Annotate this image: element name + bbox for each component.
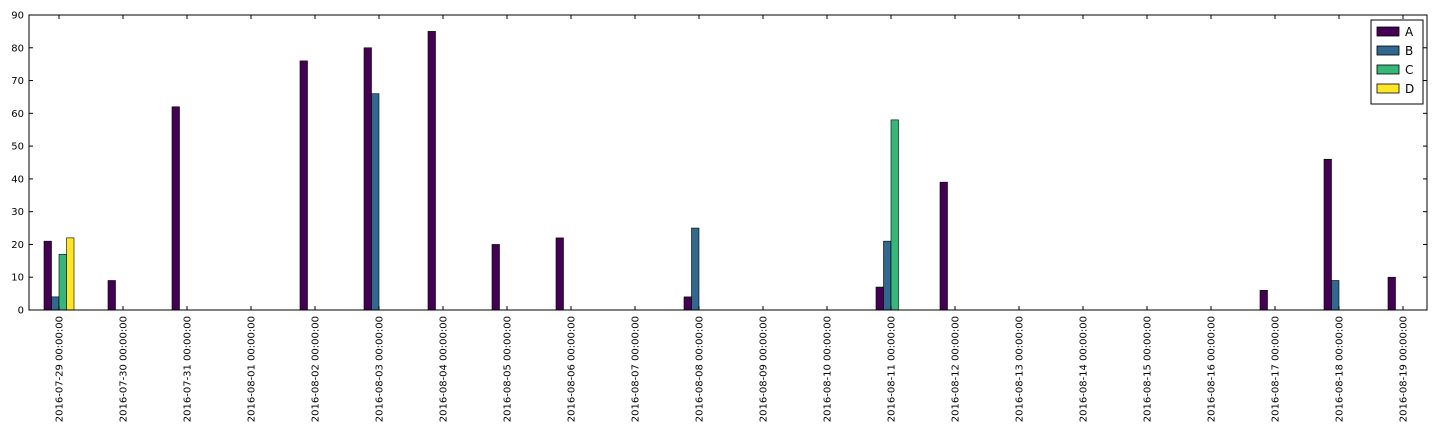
x-tick-label: 2016-08-03 00:00:00 — [375, 316, 386, 422]
plot-frame — [28, 14, 1428, 311]
legend-swatch-A — [1376, 26, 1400, 37]
bar-A-6 — [427, 31, 436, 311]
bar-C-0 — [58, 253, 67, 311]
y-tick-label: 20 — [11, 240, 24, 251]
x-tick-label: 2016-08-07 00:00:00 — [631, 316, 642, 422]
x-tick-label: 2016-07-31 00:00:00 — [183, 316, 194, 422]
bar-A-13 — [875, 286, 884, 311]
x-tick-label: 2016-08-04 00:00:00 — [439, 316, 450, 422]
bar-B-13 — [883, 240, 892, 311]
bar-A-0 — [43, 240, 52, 311]
x-tick-label: 2016-08-10 00:00:00 — [823, 316, 834, 422]
x-tick-label: 2016-07-29 00:00:00 — [55, 316, 66, 422]
x-tick-label: 2016-08-01 00:00:00 — [247, 316, 258, 422]
legend-label-B: B — [1405, 44, 1413, 58]
bar-A-8 — [555, 237, 564, 311]
x-tick-label: 2016-08-18 00:00:00 — [1335, 316, 1346, 422]
legend-swatch-D — [1376, 83, 1400, 94]
bar-C-13 — [890, 119, 899, 311]
y-tick-label: 80 — [11, 43, 24, 54]
x-tick-label: 2016-08-05 00:00:00 — [503, 316, 514, 422]
bar-A-5 — [363, 47, 372, 311]
bar-B-10 — [691, 227, 700, 311]
bar-A-2 — [171, 106, 180, 311]
ticks-layer: 0 10 20 30 40 50 60 70 80 90 2016-07-29 00:00:00 20… — [11, 11, 1427, 422]
legend-swatch-C — [1376, 64, 1400, 75]
y-tick-label: 90 — [11, 11, 24, 22]
x-tick-label: 2016-08-09 00:00:00 — [759, 316, 770, 422]
y-tick-label: 10 — [11, 273, 24, 284]
y-tick-label: 40 — [11, 174, 24, 185]
bar-D-0 — [66, 237, 75, 311]
bar-A-4 — [299, 60, 308, 311]
bar-A-10 — [683, 296, 692, 311]
legend-label-C: C — [1405, 63, 1413, 77]
legend-label-D: D — [1405, 82, 1414, 96]
x-tick-label: 2016-08-15 00:00:00 — [1143, 316, 1154, 422]
y-tick-label: 30 — [11, 207, 24, 218]
legend-label-A: A — [1405, 25, 1414, 39]
legend-swatch-B — [1376, 45, 1400, 56]
y-tick-label: 60 — [11, 109, 24, 120]
x-tick-label: 2016-08-17 00:00:00 — [1271, 316, 1282, 422]
bar-A-19 — [1259, 290, 1268, 311]
y-tick-label: 0 — [18, 306, 24, 317]
x-tick-label: 2016-08-11 00:00:00 — [887, 316, 898, 422]
x-tick-label: 2016-08-12 00:00:00 — [951, 316, 962, 422]
bar-A-14 — [939, 181, 948, 311]
bar-A-21 — [1387, 276, 1396, 311]
bar-A-20 — [1323, 158, 1332, 311]
x-tick-label: 2016-08-06 00:00:00 — [567, 316, 578, 422]
x-tick-label: 2016-08-08 00:00:00 — [695, 316, 706, 422]
x-tick-label: 2016-08-02 00:00:00 — [311, 316, 322, 422]
x-tick-label: 2016-08-13 00:00:00 — [1015, 316, 1026, 422]
y-tick-label: 70 — [11, 76, 24, 87]
x-tick-label: 2016-08-14 00:00:00 — [1079, 316, 1090, 422]
y-tick-label: 50 — [11, 142, 24, 153]
bar-A-1 — [107, 280, 116, 311]
bar-A-7 — [491, 244, 500, 311]
x-tick-label: 2016-08-19 00:00:00 — [1399, 316, 1410, 422]
bar-B-0 — [51, 296, 60, 311]
x-tick-label: 2016-08-16 00:00:00 — [1207, 316, 1218, 422]
bars-layer — [43, 31, 1396, 311]
bar-B-20 — [1331, 280, 1340, 311]
bar-B-5 — [371, 93, 380, 311]
x-tick-label: 2016-07-30 00:00:00 — [119, 316, 130, 422]
